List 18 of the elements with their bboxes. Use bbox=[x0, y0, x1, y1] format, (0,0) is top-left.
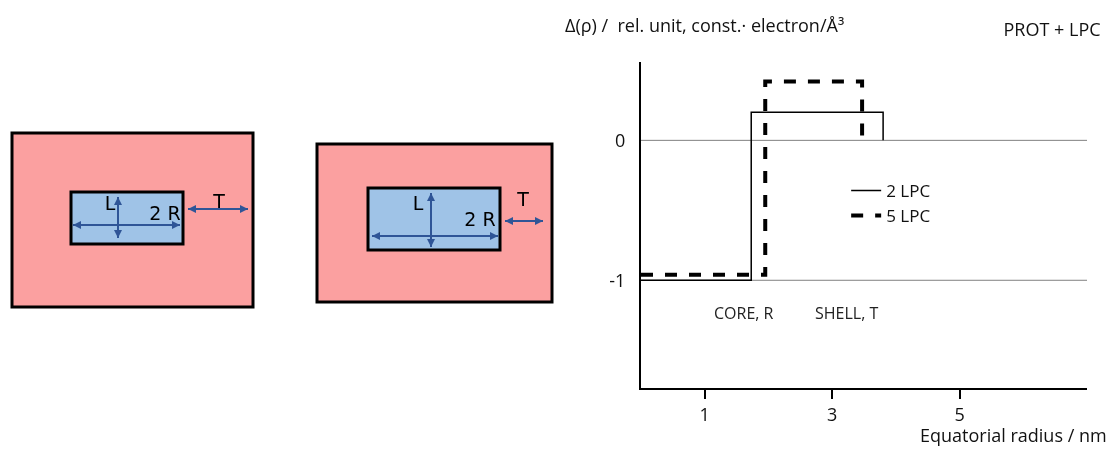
annotation: CORE, R bbox=[714, 302, 774, 324]
y-tick-label: 0 bbox=[615, 127, 626, 152]
chart-title: PROT + LPC bbox=[1003, 16, 1101, 41]
legend-label: 5 LPC bbox=[886, 204, 931, 228]
text: T bbox=[212, 190, 226, 212]
text: 2 R bbox=[149, 202, 181, 224]
text: 2 R bbox=[464, 208, 496, 230]
x-axis-title: Equatorial radius / nm bbox=[920, 423, 1107, 447]
text: L bbox=[104, 192, 116, 214]
x-tick-label: 1 bbox=[699, 401, 710, 426]
y-axis-title: Δ(ρ) / rel. unit, const.· electron/Å³ bbox=[565, 13, 845, 37]
annotation: SHELL, T bbox=[815, 302, 879, 324]
y-tick-label: -1 bbox=[609, 267, 626, 292]
legend-label: 2 LPC bbox=[886, 179, 931, 203]
text: L bbox=[412, 192, 424, 214]
x-tick-label: 5 bbox=[954, 401, 965, 426]
text: T bbox=[516, 188, 530, 210]
x-tick-label: 3 bbox=[826, 401, 838, 426]
